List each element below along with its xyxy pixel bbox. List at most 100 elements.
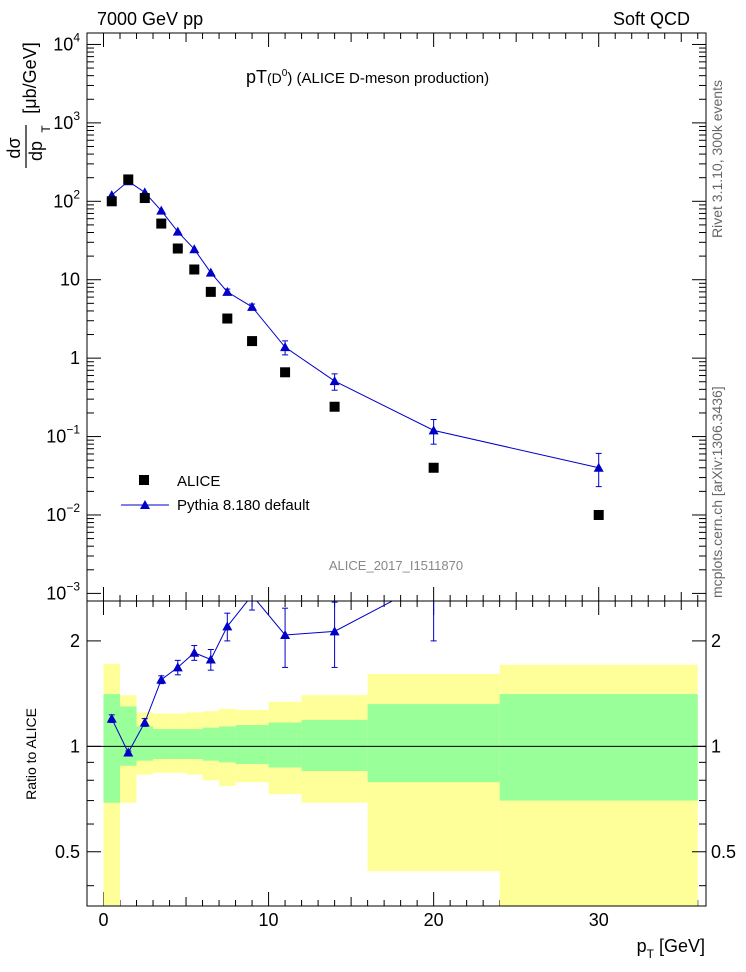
main-y-tick-label: 10: [60, 270, 80, 290]
main-y-tick-label: 102: [53, 187, 80, 211]
tick-base: 10: [53, 191, 73, 211]
title-rest: ) (ALICE D-meson production): [287, 70, 489, 87]
legend-data-marker: [139, 475, 149, 485]
data-point: [172, 243, 183, 254]
data-point: [593, 509, 604, 520]
ratio-frame: [86, 600, 707, 907]
data-point: [329, 401, 340, 412]
x-axis-title: pT [GeV]: [637, 936, 705, 961]
band-inner: [268, 722, 302, 768]
energy-label: 7000 GeV pp: [97, 9, 203, 29]
data-point: [428, 462, 439, 473]
data-point: [247, 336, 258, 347]
mc-point: [247, 301, 258, 311]
tick-base: 10: [53, 113, 73, 133]
ratio-y-tick-label-right: 0.5: [711, 842, 736, 862]
tick-base: 10: [46, 427, 66, 447]
ratio-ylabel: Ratio to ALICE: [23, 708, 39, 800]
x-tick-label: 20: [424, 910, 444, 930]
tick-base: 10: [60, 270, 80, 290]
title-particle-sup: 0: [282, 68, 288, 79]
tick-exponent: −2: [66, 501, 80, 515]
data-point: [156, 218, 167, 229]
tick-base: 10: [46, 505, 66, 525]
ratio-curve: [111, 601, 394, 754]
ratio-y-tick-labels: 0.5 0.5 1 1 2 2: [55, 631, 736, 862]
main-frame: [86, 32, 707, 602]
ratio-point: [205, 654, 216, 664]
process-label: Soft QCD: [613, 9, 690, 29]
ratio-point: [189, 647, 200, 657]
mc-point: [205, 267, 216, 277]
tick-exponent: 4: [73, 30, 80, 44]
data-point: [123, 174, 134, 185]
band-inner: [120, 706, 137, 766]
x-tick-label: 30: [589, 910, 609, 930]
mc-point: [172, 226, 183, 236]
main-y-axis-title: dσ dp T [μb/GeV]: [4, 42, 53, 168]
ylabel-sub: T: [39, 125, 53, 133]
band-inner: [367, 704, 500, 783]
legend-data-label: ALICE: [177, 473, 220, 490]
mc-point: [156, 205, 167, 215]
mc-point: [189, 244, 200, 254]
ratio-series: [106, 574, 439, 757]
mc-point: [428, 425, 439, 435]
main-title: pT(D0) (ALICE D-meson production): [246, 67, 489, 87]
mc-point: [280, 342, 291, 352]
band-inner: [103, 694, 121, 803]
ratio-y-tick-label: 1: [70, 736, 80, 756]
main-y-tick-label: 10−1: [46, 423, 80, 447]
side-source-label: mcplots.cern.ch [arXiv:1306.3436]: [709, 386, 725, 598]
mc-point: [329, 376, 340, 386]
ratio-y-tick-label-right: 2: [711, 631, 721, 651]
band-inner: [136, 726, 154, 761]
band-inner: [186, 729, 203, 760]
xlabel-p: p: [637, 936, 647, 956]
main-y-tick-label: 104: [53, 30, 80, 54]
tick-exponent: 2: [73, 187, 80, 201]
tick-exponent: 3: [73, 109, 80, 123]
ratio-point: [139, 717, 150, 727]
tick-exponent: −3: [66, 579, 80, 593]
ratio-point: [106, 713, 117, 723]
band-inner: [499, 694, 698, 801]
mc-curve: [111, 180, 599, 469]
mc-point: [222, 286, 233, 296]
xlabel-unit: [GeV]: [659, 936, 705, 956]
band-inner: [202, 727, 220, 761]
ratio-point: [156, 674, 167, 684]
main-legend: ALICE Pythia 8.180 default: [121, 473, 310, 514]
main-y-tick-label: 10−2: [46, 501, 80, 525]
ratio-uncertainty-bands: [103, 663, 698, 906]
ratio-y-tick-label-right: 1: [711, 736, 721, 756]
ylabel-unit: [μb/GeV]: [20, 42, 40, 113]
data-point: [222, 313, 233, 324]
ratio-y-tick-label: 0.5: [55, 842, 80, 862]
ratio-plot: 0.5 0.5 1 1 2 2 0 10 20 30 Ratio to ALICE pT [GeV…: [23, 574, 736, 961]
x-tick-label: 10: [259, 910, 279, 930]
legend-mc-label: Pythia 8.180 default: [177, 497, 310, 514]
side-version-label: Rivet 3.1.10, 300k events: [709, 80, 725, 238]
ratio-point: [429, 574, 439, 583]
ratio-point: [280, 629, 291, 639]
band-inner: [153, 729, 170, 760]
xlabel-sub: T: [647, 947, 655, 961]
tick-base: 10: [53, 34, 73, 54]
ratio-point: [123, 747, 134, 757]
ratio-point: [329, 626, 340, 636]
main-axis-ticks: [87, 33, 706, 906]
ylabel-dp: dp: [26, 141, 46, 161]
x-tick-label: 0: [98, 910, 108, 930]
band-inner: [169, 729, 187, 760]
band-inner: [301, 719, 368, 772]
analysis-id: ALICE_2017_I1511870: [329, 558, 463, 573]
ratio-y-tick-label: 2: [70, 631, 80, 651]
band-inner: [235, 725, 269, 765]
title-main: pT: [246, 67, 267, 87]
title-particle: (D: [267, 70, 282, 86]
tick-base: 10: [46, 583, 66, 603]
